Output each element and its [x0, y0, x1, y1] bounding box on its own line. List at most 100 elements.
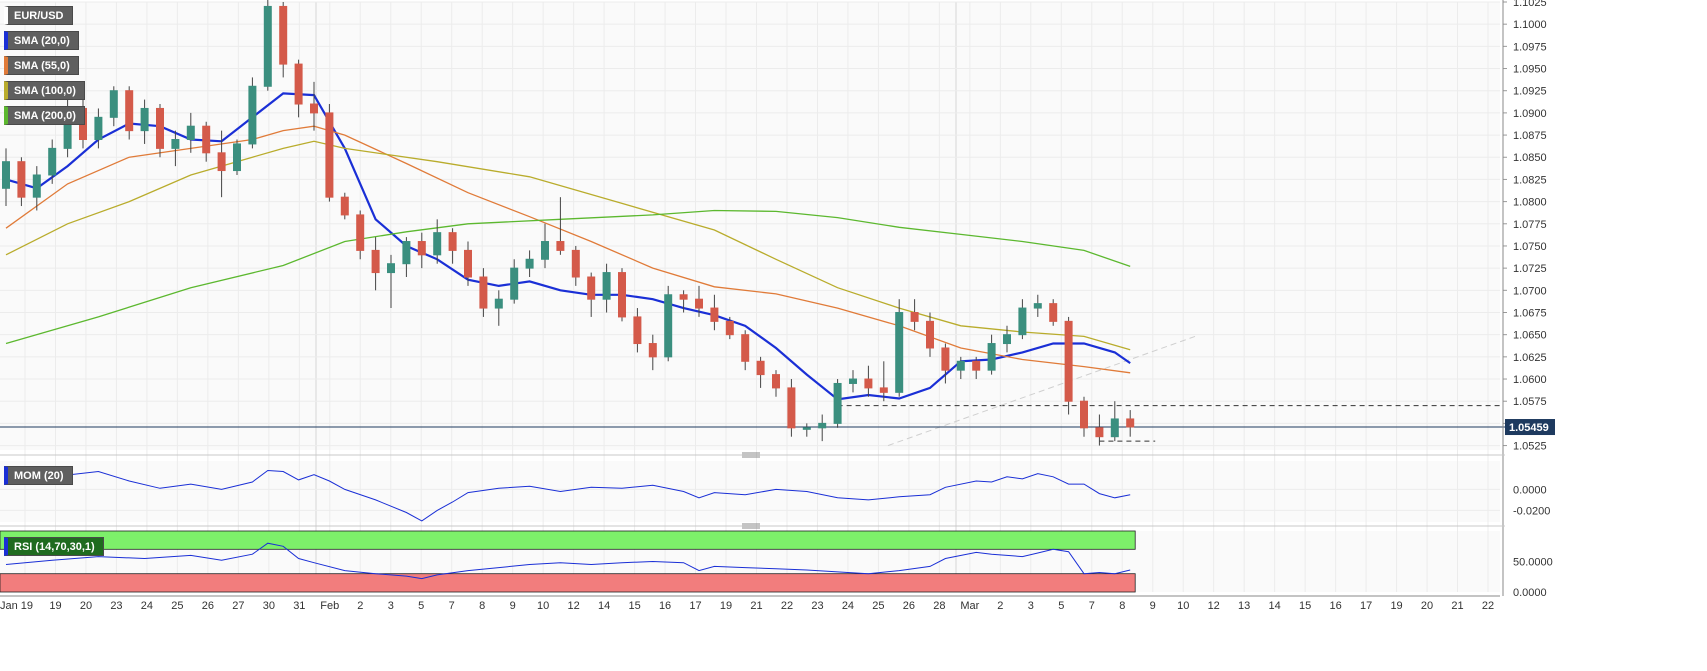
- candle-body: [695, 298, 703, 309]
- x-tick-label: 24: [842, 600, 854, 612]
- candle-body: [849, 378, 857, 384]
- candle-body: [2, 161, 10, 189]
- candle: [1064, 316, 1073, 415]
- x-tick-label: 23: [811, 600, 823, 612]
- candle: [109, 86, 118, 127]
- candle-body: [725, 320, 734, 336]
- y-tick-label: 1.1000: [1513, 19, 1547, 31]
- candle-body: [356, 214, 365, 251]
- legend-sma-20[interactable]: SMA (20,0): [4, 31, 79, 50]
- candle: [494, 290, 503, 326]
- candle: [756, 356, 765, 388]
- candle: [556, 197, 565, 255]
- candle-body: [248, 85, 257, 145]
- x-tick-label: 25: [171, 600, 183, 612]
- y-tick-label: 1.0950: [1513, 64, 1547, 76]
- candle: [772, 370, 780, 397]
- candle-body: [587, 276, 596, 300]
- x-tick-label: 19: [1390, 600, 1402, 612]
- candle: [879, 361, 888, 402]
- candle: [787, 379, 796, 437]
- candle-body: [433, 232, 442, 256]
- sma-line-550: [5, 125, 1131, 374]
- x-tick-label: 14: [598, 600, 610, 612]
- legend-sma-100[interactable]: SMA (100,0): [4, 81, 85, 100]
- candle: [864, 365, 873, 397]
- x-tick-label: 19: [49, 600, 61, 612]
- candle-body: [895, 311, 904, 393]
- legend-mom[interactable]: MOM (20): [4, 466, 73, 485]
- x-tick-label: 8: [479, 600, 485, 612]
- candle-body: [340, 196, 349, 216]
- legend-sma-200[interactable]: SMA (200,0): [4, 106, 85, 125]
- x-tick-label: 30: [263, 600, 275, 612]
- candle-body: [802, 427, 811, 430]
- y-tick-label: 1.0750: [1513, 241, 1547, 253]
- candle-body: [233, 143, 241, 172]
- candle: [248, 77, 257, 149]
- candle: [648, 334, 657, 371]
- candles[interactable]: [2, 0, 1135, 446]
- candle: [926, 312, 934, 357]
- y-tick-label: 1.0625: [1513, 352, 1547, 364]
- y-tick-label: 1.0525: [1513, 441, 1547, 453]
- candle: [156, 104, 164, 158]
- x-tick-label: 27: [232, 600, 244, 612]
- candle-body: [571, 249, 580, 278]
- candle: [818, 414, 827, 442]
- candle: [48, 139, 57, 184]
- candle: [233, 139, 241, 175]
- panel-mom-bg: [0, 461, 1500, 522]
- x-tick-label: 20: [80, 600, 92, 612]
- candle: [1080, 396, 1088, 437]
- candle: [587, 272, 596, 317]
- rsi-panel: [0, 530, 1136, 593]
- x-tick-label: Mar: [960, 600, 979, 612]
- candle: [217, 130, 226, 198]
- candle: [294, 59, 303, 118]
- candle: [171, 130, 180, 167]
- candle: [895, 299, 904, 397]
- candle: [1003, 325, 1011, 353]
- candle: [140, 99, 149, 144]
- candle: [94, 108, 103, 149]
- candle: [510, 259, 519, 304]
- candle-body: [541, 241, 549, 260]
- candle: [479, 268, 488, 317]
- y-tick-label: 1.0575: [1513, 396, 1547, 408]
- candle: [448, 228, 457, 264]
- candle-body: [525, 258, 534, 269]
- mom-tick-label: -0.0200: [1513, 505, 1550, 517]
- x-tick-label: 16: [659, 600, 671, 612]
- candle-body: [156, 107, 164, 149]
- legend-rsi[interactable]: RSI (14,70,30,1): [4, 537, 104, 556]
- x-tick-label: 21: [750, 600, 762, 612]
- candle: [695, 285, 703, 317]
- pane-resize-handles[interactable]: [742, 452, 760, 529]
- x-tick-label: Feb: [320, 600, 339, 612]
- last-price-badge: [1505, 419, 1555, 436]
- candle-body: [864, 378, 873, 389]
- candle: [125, 86, 134, 140]
- candle-body: [48, 147, 57, 176]
- x-tick-label: 19: [720, 600, 732, 612]
- candle-body: [387, 263, 395, 274]
- legend-sma-55[interactable]: SMA (55,0): [4, 56, 79, 75]
- candle: [710, 294, 719, 331]
- candle-body: [879, 387, 888, 393]
- candle-body: [294, 63, 303, 105]
- candle: [1110, 401, 1119, 442]
- candle-body: [556, 241, 565, 251]
- candle-body: [217, 152, 226, 172]
- x-tick-label: 15: [628, 600, 640, 612]
- rsi-line: [5, 542, 1131, 580]
- y-tick-label: 1.0700: [1513, 285, 1547, 297]
- candle: [2, 148, 10, 207]
- candle: [1095, 414, 1104, 446]
- candle-body: [833, 382, 842, 424]
- y-tick-label: 1.0675: [1513, 307, 1547, 319]
- candle-body: [1064, 320, 1073, 402]
- legend-pair[interactable]: EUR/USD: [4, 6, 73, 25]
- rsi-overbought-band: [0, 530, 1136, 550]
- candle: [17, 157, 26, 207]
